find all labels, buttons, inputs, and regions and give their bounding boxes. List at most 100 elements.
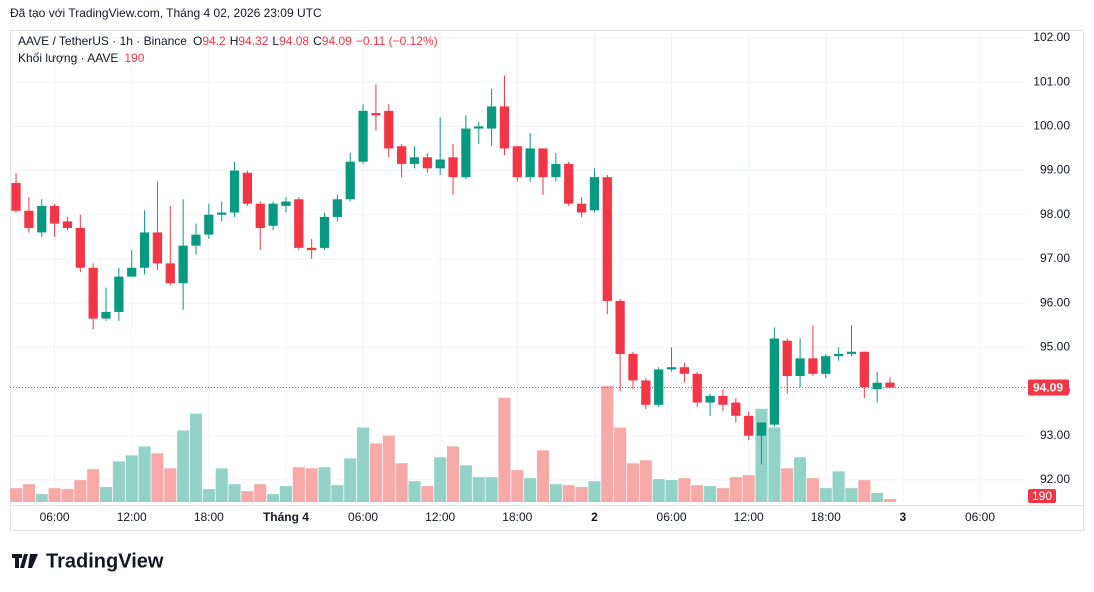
volume-bar (254, 484, 267, 502)
volume-bar (99, 487, 113, 502)
candle-body (101, 311, 111, 319)
volume-bar (369, 443, 382, 502)
candle-body (499, 106, 510, 149)
volume-bar (716, 488, 729, 502)
volume-bar (228, 484, 241, 502)
volume-bar (665, 480, 678, 502)
y-tick-label: 93.00 (1040, 428, 1070, 442)
c-value: 94.09 (322, 34, 352, 48)
volume-bar (601, 385, 614, 502)
candle-body (294, 199, 304, 248)
h-letter: H (230, 34, 239, 48)
candle-body (37, 205, 47, 233)
price-badge (1028, 379, 1069, 396)
candle-body (872, 382, 882, 390)
volume-bar (202, 489, 215, 502)
volume-bar (112, 461, 125, 502)
candle-body (744, 415, 754, 436)
volume-bar (806, 478, 819, 502)
volume-bar (87, 469, 100, 502)
candle-body (821, 356, 831, 374)
volume-bar (22, 484, 35, 502)
candle-body (474, 126, 484, 129)
candle-body (885, 382, 895, 388)
volume-bar (382, 435, 395, 502)
candle-body (589, 177, 600, 211)
volume-bar (138, 446, 151, 502)
volume-bar (536, 450, 550, 502)
volume-bar (421, 486, 434, 502)
volume-bar (832, 471, 845, 502)
candle-body (628, 353, 638, 381)
volume-bar (768, 427, 781, 502)
volume-bar (434, 457, 447, 502)
x-tick-label: 2 (591, 510, 598, 524)
volume-bar (704, 486, 717, 502)
candle-body (808, 358, 818, 374)
volume-bar (511, 470, 524, 502)
volume-bar (781, 468, 794, 502)
frame (10, 30, 1084, 531)
volume-bar (678, 478, 691, 502)
volume-bar (177, 430, 190, 502)
candle-body (846, 351, 857, 354)
volume-bar (215, 468, 228, 502)
volume-bar (241, 491, 254, 502)
volume-bar (871, 493, 884, 502)
candle-body (268, 203, 278, 226)
candle-body (692, 373, 702, 403)
candle-body (242, 172, 253, 204)
candle-body (62, 221, 73, 228)
candle-body (679, 367, 690, 374)
x-tick-label: 18:00 (194, 510, 224, 524)
volume-bar (524, 478, 537, 502)
volume-bar (729, 477, 742, 502)
volume-bar (279, 486, 292, 502)
x-tick-label: 06:00 (965, 510, 995, 524)
volume-bar (344, 458, 357, 502)
candle-body (11, 182, 21, 211)
volume-bar (447, 446, 460, 502)
volume-bar (357, 427, 370, 502)
symbol: AAVE / TetherUS · 1h · Binance (18, 34, 187, 48)
volume-bar (408, 481, 421, 502)
x-tick-label: 12:00 (734, 510, 764, 524)
candle-body (152, 232, 163, 264)
volume-bar (639, 460, 652, 502)
volume-bar (151, 453, 164, 502)
o-value: 94.2 (202, 34, 226, 48)
candle-body (358, 110, 368, 162)
volume-bar (652, 479, 665, 502)
x-tick-label: Tháng 4 (263, 510, 309, 524)
volume-badge (1028, 489, 1056, 504)
candle-body (204, 214, 214, 235)
volume-bar (549, 484, 562, 502)
volume-label: Khối lượng · AAVE (18, 51, 118, 65)
candle-body (332, 199, 342, 217)
volume-bar (845, 488, 858, 502)
volume-bar (305, 468, 318, 502)
volume-bar (164, 468, 177, 502)
volume-bar (189, 413, 203, 502)
volume-bar (61, 489, 74, 502)
candle-body (88, 267, 98, 319)
candle-body (756, 422, 767, 436)
volume-bar (292, 467, 305, 502)
volume-bar (10, 488, 23, 502)
candle-body (435, 159, 445, 169)
x-tick-label: 18:00 (502, 510, 532, 524)
candle-body (782, 340, 792, 377)
candle-body (705, 395, 715, 403)
y-tick-label: 100.00 (1033, 119, 1070, 133)
l-value: 94.08 (279, 34, 309, 48)
y-tick-label: 98.00 (1040, 207, 1070, 221)
header: Đã tạo với TradingView.com, Tháng 4 02, … (10, 6, 322, 20)
candle-body (859, 351, 869, 388)
x-tick-label: 06:00 (348, 510, 378, 524)
candle-body (229, 170, 240, 213)
candle-body (461, 128, 471, 178)
y-tick-label: 97.00 (1040, 251, 1070, 265)
candle-body (281, 201, 291, 206)
y-tick-label: 92.00 (1040, 472, 1070, 486)
candle-body (551, 163, 561, 178)
